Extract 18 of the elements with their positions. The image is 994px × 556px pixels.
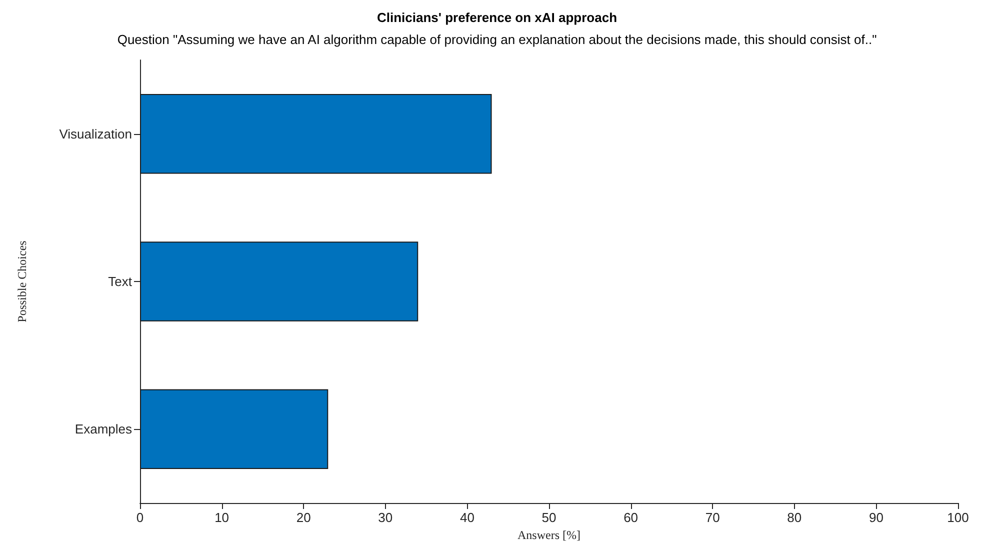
x-tick-label: 20	[296, 510, 311, 525]
y-tick-label: Visualization	[59, 126, 132, 142]
y-tick-label: Text	[108, 274, 132, 289]
chart-title: Clinicians' preference on xAI approach	[376, 10, 618, 25]
x-tick-label: 30	[378, 510, 393, 525]
x-tick-label: 70	[705, 510, 720, 525]
y-tick-label: Examples	[74, 422, 132, 437]
x-tick-label: 0	[136, 510, 144, 525]
x-tick-label: 50	[542, 510, 556, 525]
x-tick-label: 100	[947, 510, 969, 525]
x-tick-label: 90	[868, 510, 884, 525]
y-axis-title: Possible Choices	[15, 240, 29, 322]
chart-subtitle: Question "Assuming we have an AI algorithm capable of providing an explanation about the decisions made, this should consist of.."	[117, 32, 878, 47]
x-tick-label: 40	[460, 510, 474, 525]
x-tick-label: 60	[624, 510, 638, 525]
x-tick-label: 80	[787, 510, 802, 525]
x-axis-title: Answers [%]	[518, 528, 580, 542]
x-tick-label: 10	[214, 510, 230, 525]
